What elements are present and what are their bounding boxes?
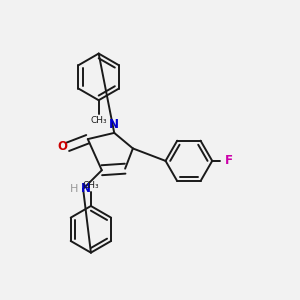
Text: H: H	[70, 184, 79, 194]
Text: CH₃: CH₃	[82, 182, 99, 190]
Text: O: O	[57, 140, 67, 153]
Text: N: N	[109, 118, 119, 131]
Text: F: F	[225, 154, 233, 167]
Text: CH₃: CH₃	[90, 116, 107, 125]
Text: N: N	[81, 182, 91, 195]
